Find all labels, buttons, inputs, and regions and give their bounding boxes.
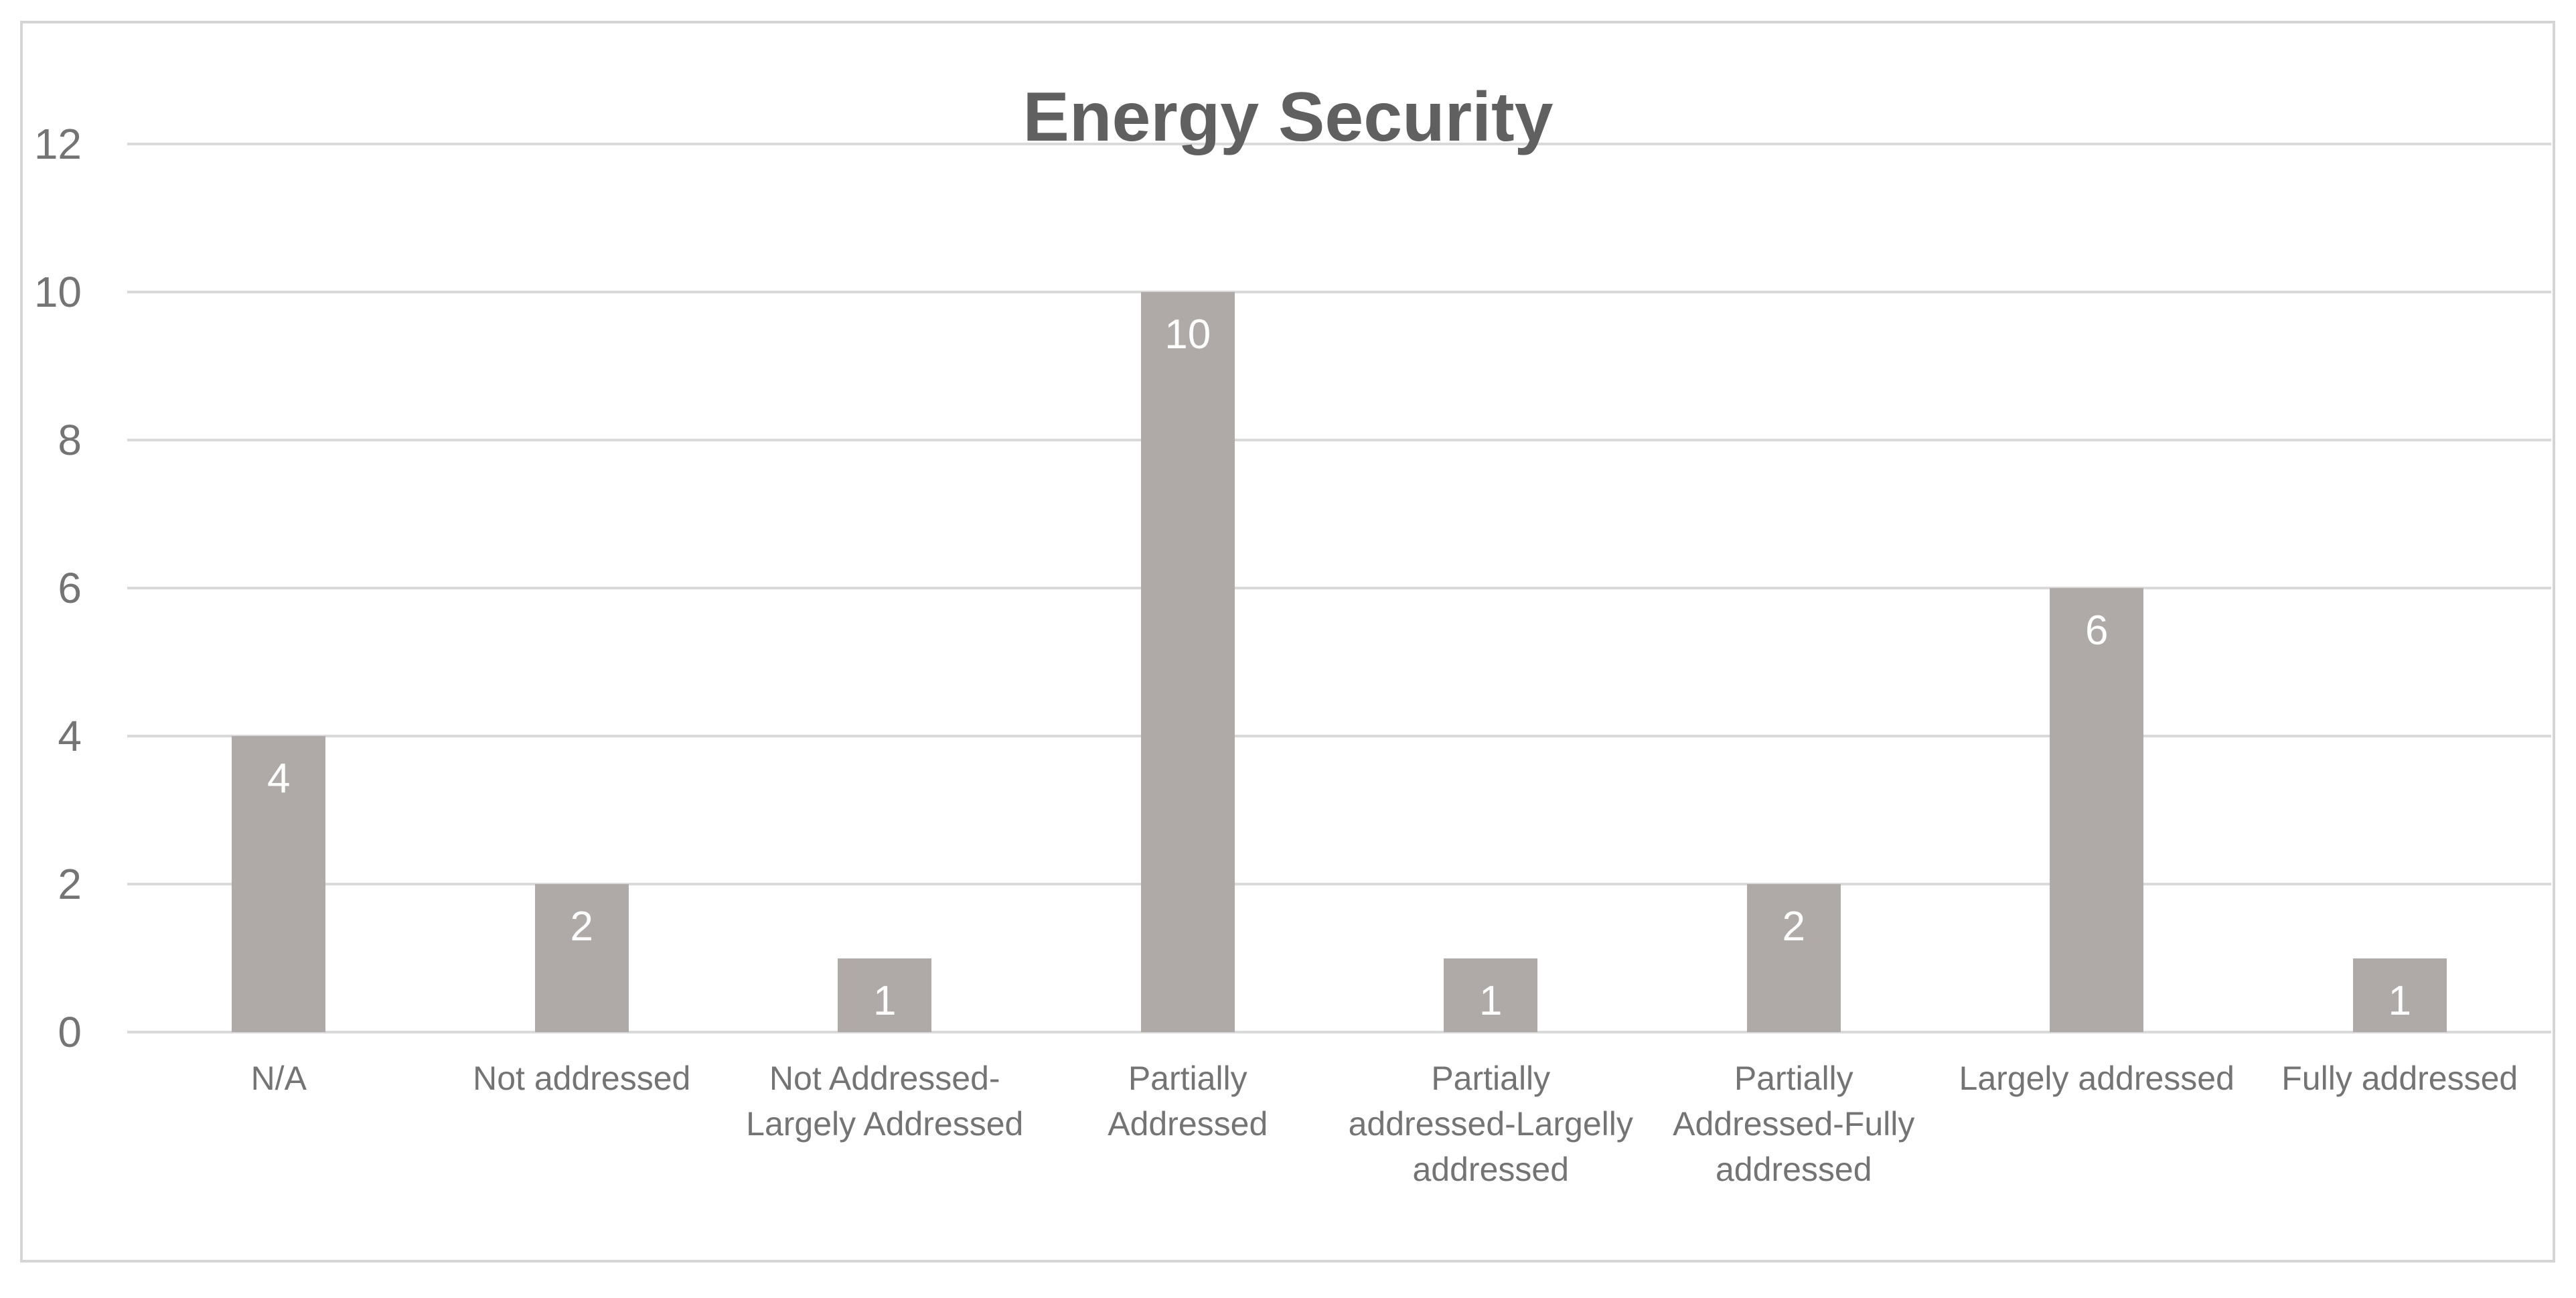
y-tick-label-12: 12	[33, 120, 82, 168]
category-label-2: Not Addressed- Largely Addressed	[746, 1060, 1024, 1143]
category-label-7: Fully addressed	[2281, 1060, 2518, 1097]
bar-6: 6	[2050, 588, 2144, 1032]
gridline-4	[127, 735, 2551, 737]
bar-7: 1	[2352, 958, 2447, 1032]
gridline-6	[127, 587, 2551, 589]
category-label-6: Largely addressed	[1959, 1060, 2234, 1097]
category-label-0: N/A	[250, 1060, 307, 1097]
y-tick-label-2: 2	[58, 860, 82, 908]
bar-5: 2	[1746, 884, 1841, 1032]
y-tick-label-8: 8	[58, 416, 82, 464]
bar-4: 1	[1444, 958, 1538, 1032]
gridline-2	[127, 883, 2551, 885]
bar-value-label-4: 1	[1479, 977, 1503, 1024]
bar-1: 2	[534, 884, 629, 1032]
gridline-12	[127, 143, 2551, 145]
gridline-0	[127, 1031, 2551, 1033]
y-tick-label-0: 0	[58, 1008, 82, 1056]
category-label-4: Partially addressed-Largelly addressed	[1348, 1060, 1633, 1188]
bar-value-label-6: 6	[2085, 607, 2109, 654]
category-label-5: Partially Addressed-Fully addressed	[1673, 1060, 1915, 1188]
bar-3: 10	[1140, 292, 1235, 1032]
bar-value-label-2: 1	[873, 977, 897, 1024]
bar-value-label-5: 2	[1782, 904, 1805, 950]
category-label-1: Not addressed	[473, 1060, 691, 1097]
bar-0: 4	[232, 736, 326, 1032]
bar-value-label-0: 4	[267, 755, 291, 802]
y-tick-label-6: 6	[58, 564, 82, 612]
bar-value-label-1: 2	[570, 904, 593, 950]
bar-2: 1	[838, 958, 932, 1032]
bar-value-label-3: 10	[1164, 311, 1211, 358]
y-tick-label-4: 4	[58, 712, 82, 760]
y-tick-label-10: 10	[33, 268, 82, 316]
gridline-10	[127, 291, 2551, 293]
bar-value-label-7: 1	[2388, 977, 2411, 1024]
category-label-3: Partially Addressed	[1108, 1060, 1268, 1143]
gridline-8	[127, 439, 2551, 441]
chart-title: Energy Security	[1022, 78, 1554, 156]
